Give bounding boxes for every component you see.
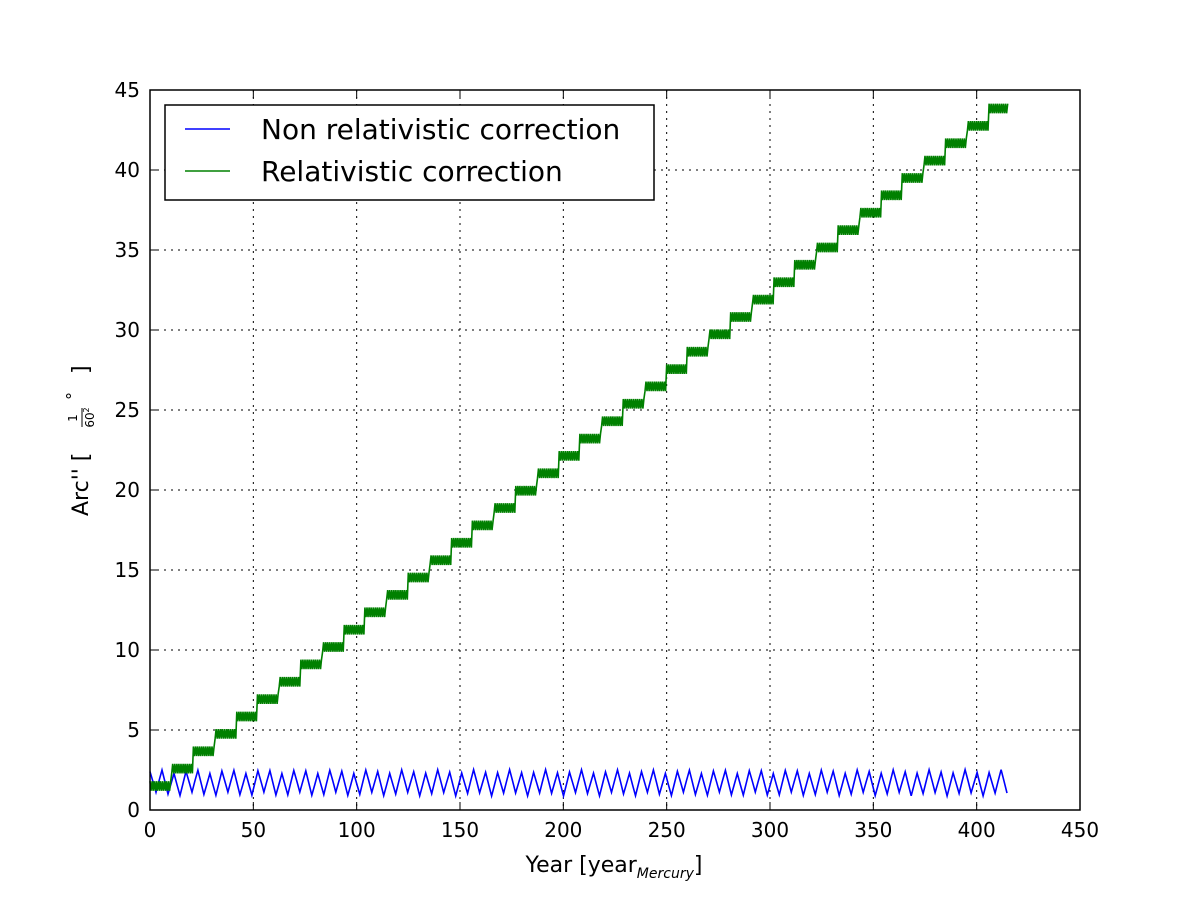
y-tick-label: 30	[115, 318, 140, 342]
x-tick-label: 50	[241, 818, 266, 842]
y-tick-label: 5	[127, 718, 140, 742]
legend-box	[164, 104, 655, 201]
series-line-relativistic	[149, 103, 1009, 791]
y-axis-label: Arc'' [ 1 60 2 ° ]	[63, 365, 97, 516]
y-tick-label: 35	[115, 238, 140, 262]
x-tick-label: 300	[751, 818, 789, 842]
x-axis-label-main: Year [year	[525, 853, 638, 878]
y-tick-label: 40	[115, 158, 140, 182]
series-layer	[149, 103, 1009, 800]
x-tick-label: 350	[854, 818, 892, 842]
x-tick-label: 450	[1061, 818, 1099, 842]
y-tick-label: 0	[127, 798, 140, 822]
x-axis-label-end: ]	[694, 853, 703, 878]
y-tick-label: 45	[115, 78, 140, 102]
y-axis-label-frac-den: 60	[83, 412, 97, 427]
x-tick-label: 150	[441, 818, 479, 842]
ticks	[149, 89, 1081, 811]
x-axis-label: Year [yearMercury]	[525, 853, 703, 882]
y-axis-label-end: ]	[69, 365, 94, 374]
x-axis-label-subscript: Mercury	[637, 866, 695, 882]
y-tick-label: 20	[115, 478, 140, 502]
y-axis-label-main: Arc'' [	[69, 453, 94, 516]
series-line-non-relativistic	[149, 766, 1008, 800]
tick-labels: 0 50 100 150 200 250 300 350 400 450 0 5 10 15 20 25 30 3…	[115, 78, 1100, 842]
y-tick-label: 25	[115, 398, 140, 422]
y-axis-label-frac-num: 1	[66, 414, 80, 422]
legend-label-relativistic: Relativistic correction	[261, 155, 563, 188]
y-axis-label-degree: °	[63, 392, 82, 400]
plot-frame	[149, 89, 1081, 811]
plot-area	[150, 90, 1080, 810]
x-tick-label: 400	[958, 818, 996, 842]
legend-label-non-relativistic: Non relativistic correction	[261, 113, 620, 146]
x-tick-label: 0	[144, 818, 157, 842]
x-tick-label: 250	[648, 818, 686, 842]
x-tick-label: 100	[338, 818, 376, 842]
y-axis-label-frac-den-exp: 2	[82, 407, 91, 412]
x-tick-label: 200	[544, 818, 582, 842]
y-tick-label: 10	[115, 638, 140, 662]
legend: Non relativistic correction Relativistic…	[164, 104, 655, 201]
y-tick-label: 15	[115, 558, 140, 582]
